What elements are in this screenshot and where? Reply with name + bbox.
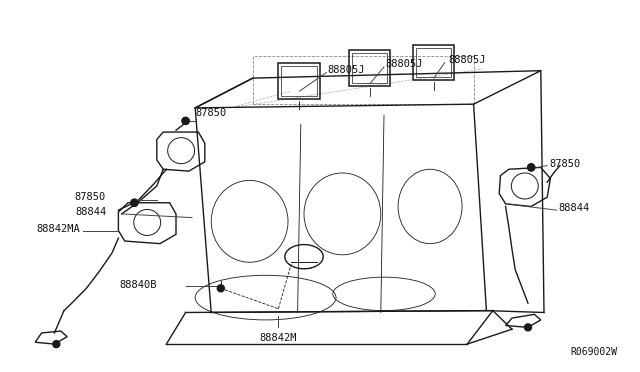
Text: 88842MA: 88842MA: [36, 224, 80, 234]
Circle shape: [131, 199, 138, 206]
Text: 88840B: 88840B: [119, 280, 157, 289]
Bar: [352, 53, 387, 83]
Text: 87850: 87850: [195, 108, 227, 118]
Circle shape: [218, 285, 224, 292]
Circle shape: [525, 324, 531, 331]
Text: 88805J: 88805J: [448, 55, 486, 64]
Circle shape: [182, 118, 189, 124]
Text: 88805J: 88805J: [385, 59, 423, 69]
Bar: [278, 63, 320, 99]
Bar: [413, 45, 454, 80]
Circle shape: [131, 199, 138, 206]
Bar: [416, 48, 451, 77]
Bar: [282, 66, 317, 96]
Text: 88805J: 88805J: [328, 65, 365, 75]
Text: 87850: 87850: [549, 159, 580, 169]
Circle shape: [53, 341, 60, 347]
Circle shape: [182, 118, 189, 124]
Bar: [349, 50, 390, 86]
Circle shape: [528, 164, 534, 171]
Text: 88844: 88844: [76, 207, 107, 217]
Text: 88844: 88844: [558, 203, 589, 212]
Text: 88842M: 88842M: [260, 333, 297, 343]
Circle shape: [528, 164, 534, 171]
Text: R069002W: R069002W: [571, 347, 618, 357]
Text: 87850: 87850: [74, 192, 106, 202]
